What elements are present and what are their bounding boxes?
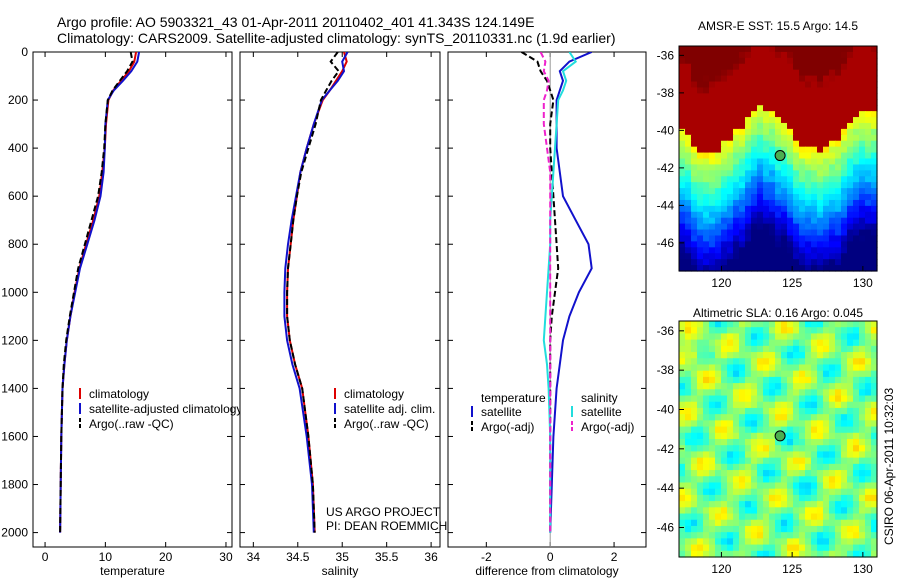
legend-header: temperature <box>481 391 546 405</box>
x-tick-label: 130 <box>853 562 873 576</box>
heatmap-cells <box>679 46 878 272</box>
temp-plot-frame <box>32 51 233 548</box>
y-tick-label: -40 <box>657 123 675 137</box>
legend-label: satellite <box>581 405 622 419</box>
y-tick-label: -44 <box>657 198 675 212</box>
series-line-argo-adj- <box>539 52 552 533</box>
y-tick-label: 2000 <box>1 526 28 540</box>
y-tick-label: 400 <box>8 141 28 155</box>
credit-line-2: PI: DEAN ROEMMICH <box>326 519 447 533</box>
x-axis-label: salinity <box>322 564 359 578</box>
legend-label: Argo(-adj) <box>581 420 634 434</box>
legend-label: Argo(-adj) <box>481 420 534 434</box>
x-tick-label: 120 <box>711 562 731 576</box>
y-tick-label: -36 <box>657 48 675 62</box>
series-line-argo-raw-qc- <box>59 52 134 533</box>
title-line-1: Argo profile: AO 5903321_43 01-Apr-2011 … <box>57 14 534 30</box>
sal-plot-frame <box>239 51 441 548</box>
x-tick-label: 20 <box>159 550 173 564</box>
y-tick-label: -36 <box>657 324 675 338</box>
x-axis-label: difference from climatology <box>475 564 618 578</box>
legend-label: climatology <box>344 387 404 401</box>
y-tick-label: 1000 <box>1 285 28 299</box>
legend-header: salinity <box>581 391 618 405</box>
x-tick-label: 34.5 <box>286 550 310 564</box>
x-tick-label: 125 <box>782 562 802 576</box>
x-tick-label: 35.5 <box>375 550 399 564</box>
y-tick-label: 1600 <box>1 429 28 443</box>
legend-label: Argo(..raw -QC) <box>89 417 174 431</box>
y-tick-label: -40 <box>657 403 675 417</box>
map-title: Altimetric SLA: 0.16 Argo: 0.045 <box>693 306 863 320</box>
x-axis-label: temperature <box>100 564 165 578</box>
map-frame <box>678 45 878 272</box>
heatmap-cells <box>679 321 878 558</box>
x-tick-label: 2 <box>611 550 618 564</box>
y-tick-label: -42 <box>657 161 675 175</box>
legend-label: climatology <box>89 387 149 401</box>
side-timestamp-label: CSIRO 06-Apr-2011 10:32:03 <box>882 387 896 545</box>
argo-float-marker <box>774 430 786 442</box>
x-tick-label: 120 <box>711 276 731 290</box>
series-line-satellite <box>549 52 593 533</box>
series-line-satellite-adjusted-climatology <box>59 52 141 533</box>
map-title: AMSR-E SST: 15.5 Argo: 14.5 <box>698 19 858 33</box>
series-line-argo-adj- <box>520 52 560 533</box>
salinity-profile-panel: 34 34.5 35 35.5 36 salinity climatologysatelli… <box>239 51 441 578</box>
x-tick-label: 125 <box>782 276 802 290</box>
x-tick-label: 35 <box>336 550 350 564</box>
y-tick-label: -46 <box>657 236 675 250</box>
y-tick-label: 800 <box>8 237 28 251</box>
legend-label: satellite-adjusted climatology <box>89 402 242 416</box>
x-tick-label: 130 <box>853 276 873 290</box>
series-line-satellite-adj-clim- <box>283 52 349 533</box>
y-tick-label: 1800 <box>1 478 28 492</box>
title-line-2: Climatology: CARS2009. Satellite-adjuste… <box>57 30 615 46</box>
sst-map-panel: AMSR-E SST: 15.5 Argo: 14.5 120 125 130 -36 -… <box>657 19 878 290</box>
y-tick-label: 1400 <box>1 381 28 395</box>
legend-label: satellite <box>481 405 522 419</box>
x-tick-label: 0 <box>42 550 49 564</box>
map-frame <box>678 320 878 558</box>
x-tick-label: -2 <box>481 550 492 564</box>
y-tick-label: 0 <box>21 45 28 59</box>
y-tick-label: -38 <box>657 86 675 100</box>
sla-map-panel: Altimetric SLA: 0.16 Argo: 0.045 120 125 13… <box>657 306 878 576</box>
temperature-profile-panel: 0 10 20 30 0 200 400 600 800 1000 1200 1400 1600 1800… <box>1 45 242 578</box>
y-tick-label: -44 <box>657 481 675 495</box>
x-tick-label: 30 <box>219 550 233 564</box>
y-tick-label: 600 <box>8 189 28 203</box>
series-line-argo-raw-qc- <box>286 52 340 533</box>
legend-label: Argo(..raw -QC) <box>344 417 429 431</box>
y-tick-label: -46 <box>657 521 675 535</box>
y-tick-label: 200 <box>8 93 28 107</box>
argo-float-marker <box>774 150 786 162</box>
y-tick-label: -38 <box>657 363 675 377</box>
y-tick-label: -42 <box>657 442 675 456</box>
credit-line-1: US ARGO PROJECT <box>326 505 441 519</box>
x-tick-label: 10 <box>99 550 113 564</box>
x-tick-label: 34 <box>247 550 261 564</box>
x-tick-label: 0 <box>547 550 554 564</box>
x-tick-label: 36 <box>424 550 438 564</box>
legend-label: satellite adj. clim. <box>344 402 435 416</box>
y-tick-label: 1200 <box>1 333 28 347</box>
